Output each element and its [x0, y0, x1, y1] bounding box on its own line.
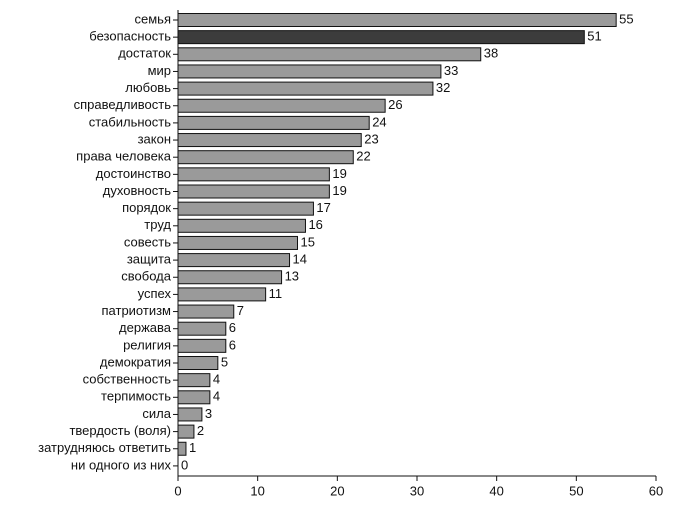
y-tick-label: справедливость — [74, 97, 172, 112]
data-label: 19 — [332, 183, 346, 198]
data-label: 16 — [308, 217, 322, 232]
data-label: 6 — [229, 337, 236, 352]
y-tick-label: ни одного из них — [71, 457, 172, 472]
bar — [177, 133, 362, 148]
y-tick-label: религия — [123, 337, 171, 352]
data-label: 2 — [197, 423, 204, 438]
bar — [177, 390, 211, 405]
bar — [177, 30, 585, 45]
data-label: 51 — [587, 29, 601, 44]
y-tick-label: затрудняюсь ответить — [38, 440, 171, 455]
bar — [177, 356, 219, 370]
x-tick-label: 50 — [569, 483, 583, 498]
bar — [177, 150, 354, 165]
y-tick-label: сила — [142, 406, 171, 421]
data-label: 22 — [356, 149, 370, 164]
y-tick-label: любовь — [125, 80, 171, 95]
bar — [177, 201, 314, 216]
y-tick-label: достоинство — [96, 166, 171, 181]
bar — [177, 115, 370, 130]
y-tick-label: труд — [144, 217, 171, 232]
y-tick-label: держава — [119, 320, 172, 335]
data-label: 23 — [364, 131, 378, 146]
data-label: 5 — [221, 354, 228, 369]
data-label: 4 — [213, 372, 220, 387]
data-label: 1 — [189, 440, 196, 455]
bar — [177, 47, 482, 62]
y-tick-label: собственность — [83, 372, 172, 387]
y-tick-label: духовность — [103, 183, 171, 198]
y-tick-label: совесть — [124, 234, 171, 249]
x-tick-label: 20 — [330, 483, 344, 498]
y-tick-label: успех — [138, 286, 172, 301]
bar — [177, 304, 235, 319]
y-tick-label: порядок — [122, 200, 171, 215]
bar — [177, 338, 227, 353]
x-tick-label: 40 — [489, 483, 503, 498]
bar — [177, 441, 187, 456]
bar — [177, 424, 195, 439]
x-tick-label: 10 — [250, 483, 264, 498]
data-label: 6 — [229, 320, 236, 335]
x-tick-label: 0 — [174, 483, 181, 498]
data-label: 0 — [181, 457, 188, 472]
x-tick-label: 60 — [649, 483, 663, 498]
bar — [177, 270, 283, 285]
data-label: 14 — [293, 252, 307, 267]
y-tick-label: свобода — [121, 269, 171, 284]
data-label: 19 — [332, 166, 346, 181]
y-tick-label: безопасность — [89, 29, 171, 44]
data-label: 32 — [436, 80, 450, 95]
data-label: 38 — [484, 46, 498, 61]
bar — [177, 253, 291, 268]
data-label: 13 — [285, 269, 299, 284]
bar — [177, 287, 267, 302]
y-tick-label: закон — [138, 131, 171, 146]
y-tick-label: демократия — [100, 354, 171, 369]
data-label: 26 — [388, 97, 402, 112]
data-label: 33 — [444, 63, 458, 78]
bar — [177, 81, 434, 96]
y-tick-label: защита — [127, 252, 172, 267]
data-label: 55 — [619, 11, 633, 26]
data-label: 3 — [205, 406, 212, 421]
bar — [177, 64, 442, 79]
y-tick-label: патриотизм — [102, 303, 172, 318]
bar — [177, 321, 227, 336]
data-label: 15 — [301, 234, 315, 249]
bar — [177, 184, 330, 199]
y-tick-label: твердость (воля) — [69, 423, 171, 438]
y-tick-label: стабильность — [89, 114, 171, 129]
y-tick-label: достаток — [118, 46, 171, 61]
bar — [177, 407, 203, 422]
bar — [177, 13, 617, 27]
data-label: 17 — [316, 200, 330, 215]
bar — [177, 235, 298, 250]
y-tick-label: права человека — [76, 149, 172, 164]
data-label: 24 — [372, 114, 386, 129]
y-tick-label: мир — [148, 63, 171, 78]
bar — [177, 373, 211, 388]
data-label: 11 — [269, 286, 283, 301]
x-tick-label: 30 — [410, 483, 424, 498]
bar — [177, 167, 330, 182]
bar — [177, 98, 386, 113]
y-tick-label: семья — [135, 11, 171, 26]
bar — [177, 218, 306, 233]
y-tick-label: терпимость — [101, 389, 171, 404]
data-label: 4 — [213, 389, 220, 404]
data-label: 7 — [237, 303, 244, 318]
